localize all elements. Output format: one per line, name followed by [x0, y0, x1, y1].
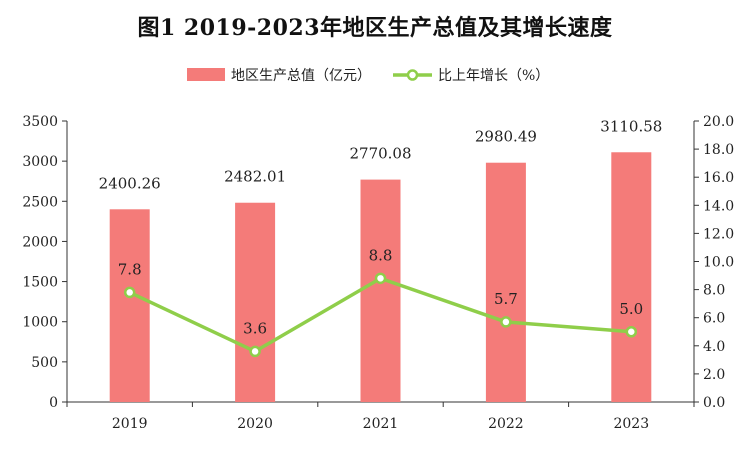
x-tick-label: 2019	[112, 416, 148, 432]
bar	[485, 162, 526, 402]
right-tick-label: 2.0	[703, 367, 725, 383]
line-point	[123, 286, 136, 299]
bar-value-label: 2980.49	[475, 128, 537, 146]
line-point	[500, 316, 512, 328]
right-tick-label: 4.0	[703, 339, 725, 355]
left-tick-label: 1000	[22, 315, 58, 331]
x-tick-label: 2021	[363, 416, 399, 432]
legend-bar-swatch	[187, 68, 225, 81]
right-tick-label: 10.0	[703, 255, 734, 271]
bar-value-label: 2400.26	[99, 174, 161, 192]
bar	[235, 202, 276, 402]
legend-line-marker	[406, 69, 419, 81]
bar	[611, 152, 652, 402]
left-tick-label: 2000	[22, 234, 58, 250]
line-point	[374, 272, 387, 285]
x-tick-label: 2020	[237, 416, 273, 432]
right-tick-label: 0.0	[703, 395, 725, 411]
right-tick-label: 6.0	[703, 311, 725, 327]
legend-line-label: 比上年增长（%）	[438, 68, 549, 84]
bar	[109, 209, 150, 402]
bar-value-label: 2482.01	[224, 168, 286, 186]
right-tick-label: 20.0	[703, 114, 734, 130]
line-point	[625, 326, 638, 338]
line-value-label: 7.8	[118, 260, 142, 278]
right-tick-label: 18.0	[703, 142, 734, 158]
bar-value-label: 3110.58	[600, 117, 662, 135]
right-tick-label: 16.0	[703, 170, 734, 186]
left-tick-label: 3500	[22, 114, 58, 130]
left-tick-label: 500	[31, 355, 58, 371]
right-tick-label: 8.0	[703, 283, 725, 299]
left-tick-label: 0	[49, 395, 58, 411]
left-tick-label: 3000	[22, 154, 58, 170]
bar	[360, 179, 401, 402]
line-value-label: 5.7	[494, 290, 518, 308]
chart-title: 图1 2019-2023年地区生产总值及其增长速度	[137, 15, 613, 41]
line-value-label: 5.0	[619, 300, 643, 318]
line-value-label: 3.6	[243, 319, 267, 337]
x-tick-label: 2023	[613, 416, 649, 432]
left-tick-label: 1500	[22, 275, 58, 291]
bar-value-label: 2770.08	[349, 145, 411, 163]
x-tick-label: 2022	[488, 416, 524, 432]
line-value-label: 8.8	[369, 246, 393, 264]
right-tick-label: 12.0	[703, 226, 734, 242]
right-tick-label: 14.0	[703, 198, 734, 214]
line-point	[249, 345, 261, 358]
legend-bar-label: 地区生产总值（亿元）	[231, 68, 371, 84]
left-tick-label: 2500	[22, 194, 58, 210]
